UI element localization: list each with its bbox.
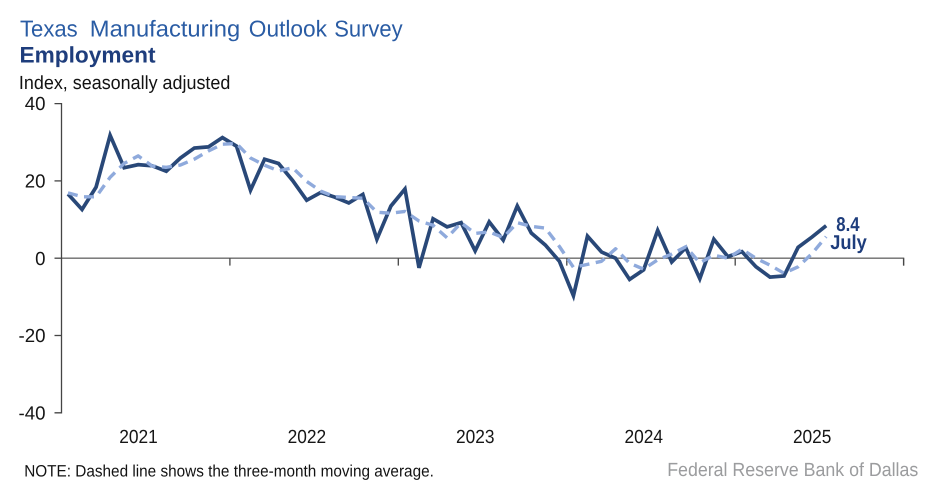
svg-text:Employment: Employment [20, 43, 157, 68]
svg-text:July: July [830, 232, 867, 254]
svg-text:8.4: 8.4 [836, 214, 860, 236]
svg-text:-40: -40 [19, 403, 46, 424]
svg-text:20: 20 [25, 172, 46, 193]
svg-text:40: 40 [25, 94, 46, 115]
svg-text:2023: 2023 [456, 427, 495, 448]
svg-text:Federal Reserve Bank of Dallas: Federal Reserve Bank of Dallas [667, 460, 918, 481]
svg-text:2022: 2022 [288, 427, 327, 448]
svg-text:2024: 2024 [625, 427, 664, 448]
svg-text:2025: 2025 [793, 427, 832, 448]
svg-text:0: 0 [35, 249, 45, 270]
svg-text:2021: 2021 [119, 427, 158, 448]
svg-text:NOTE: Dashed line shows the th: NOTE: Dashed line shows the three-month … [24, 462, 434, 480]
svg-text:Index, seasonally adjusted: Index, seasonally adjusted [19, 73, 231, 94]
svg-text:-20: -20 [19, 326, 46, 347]
